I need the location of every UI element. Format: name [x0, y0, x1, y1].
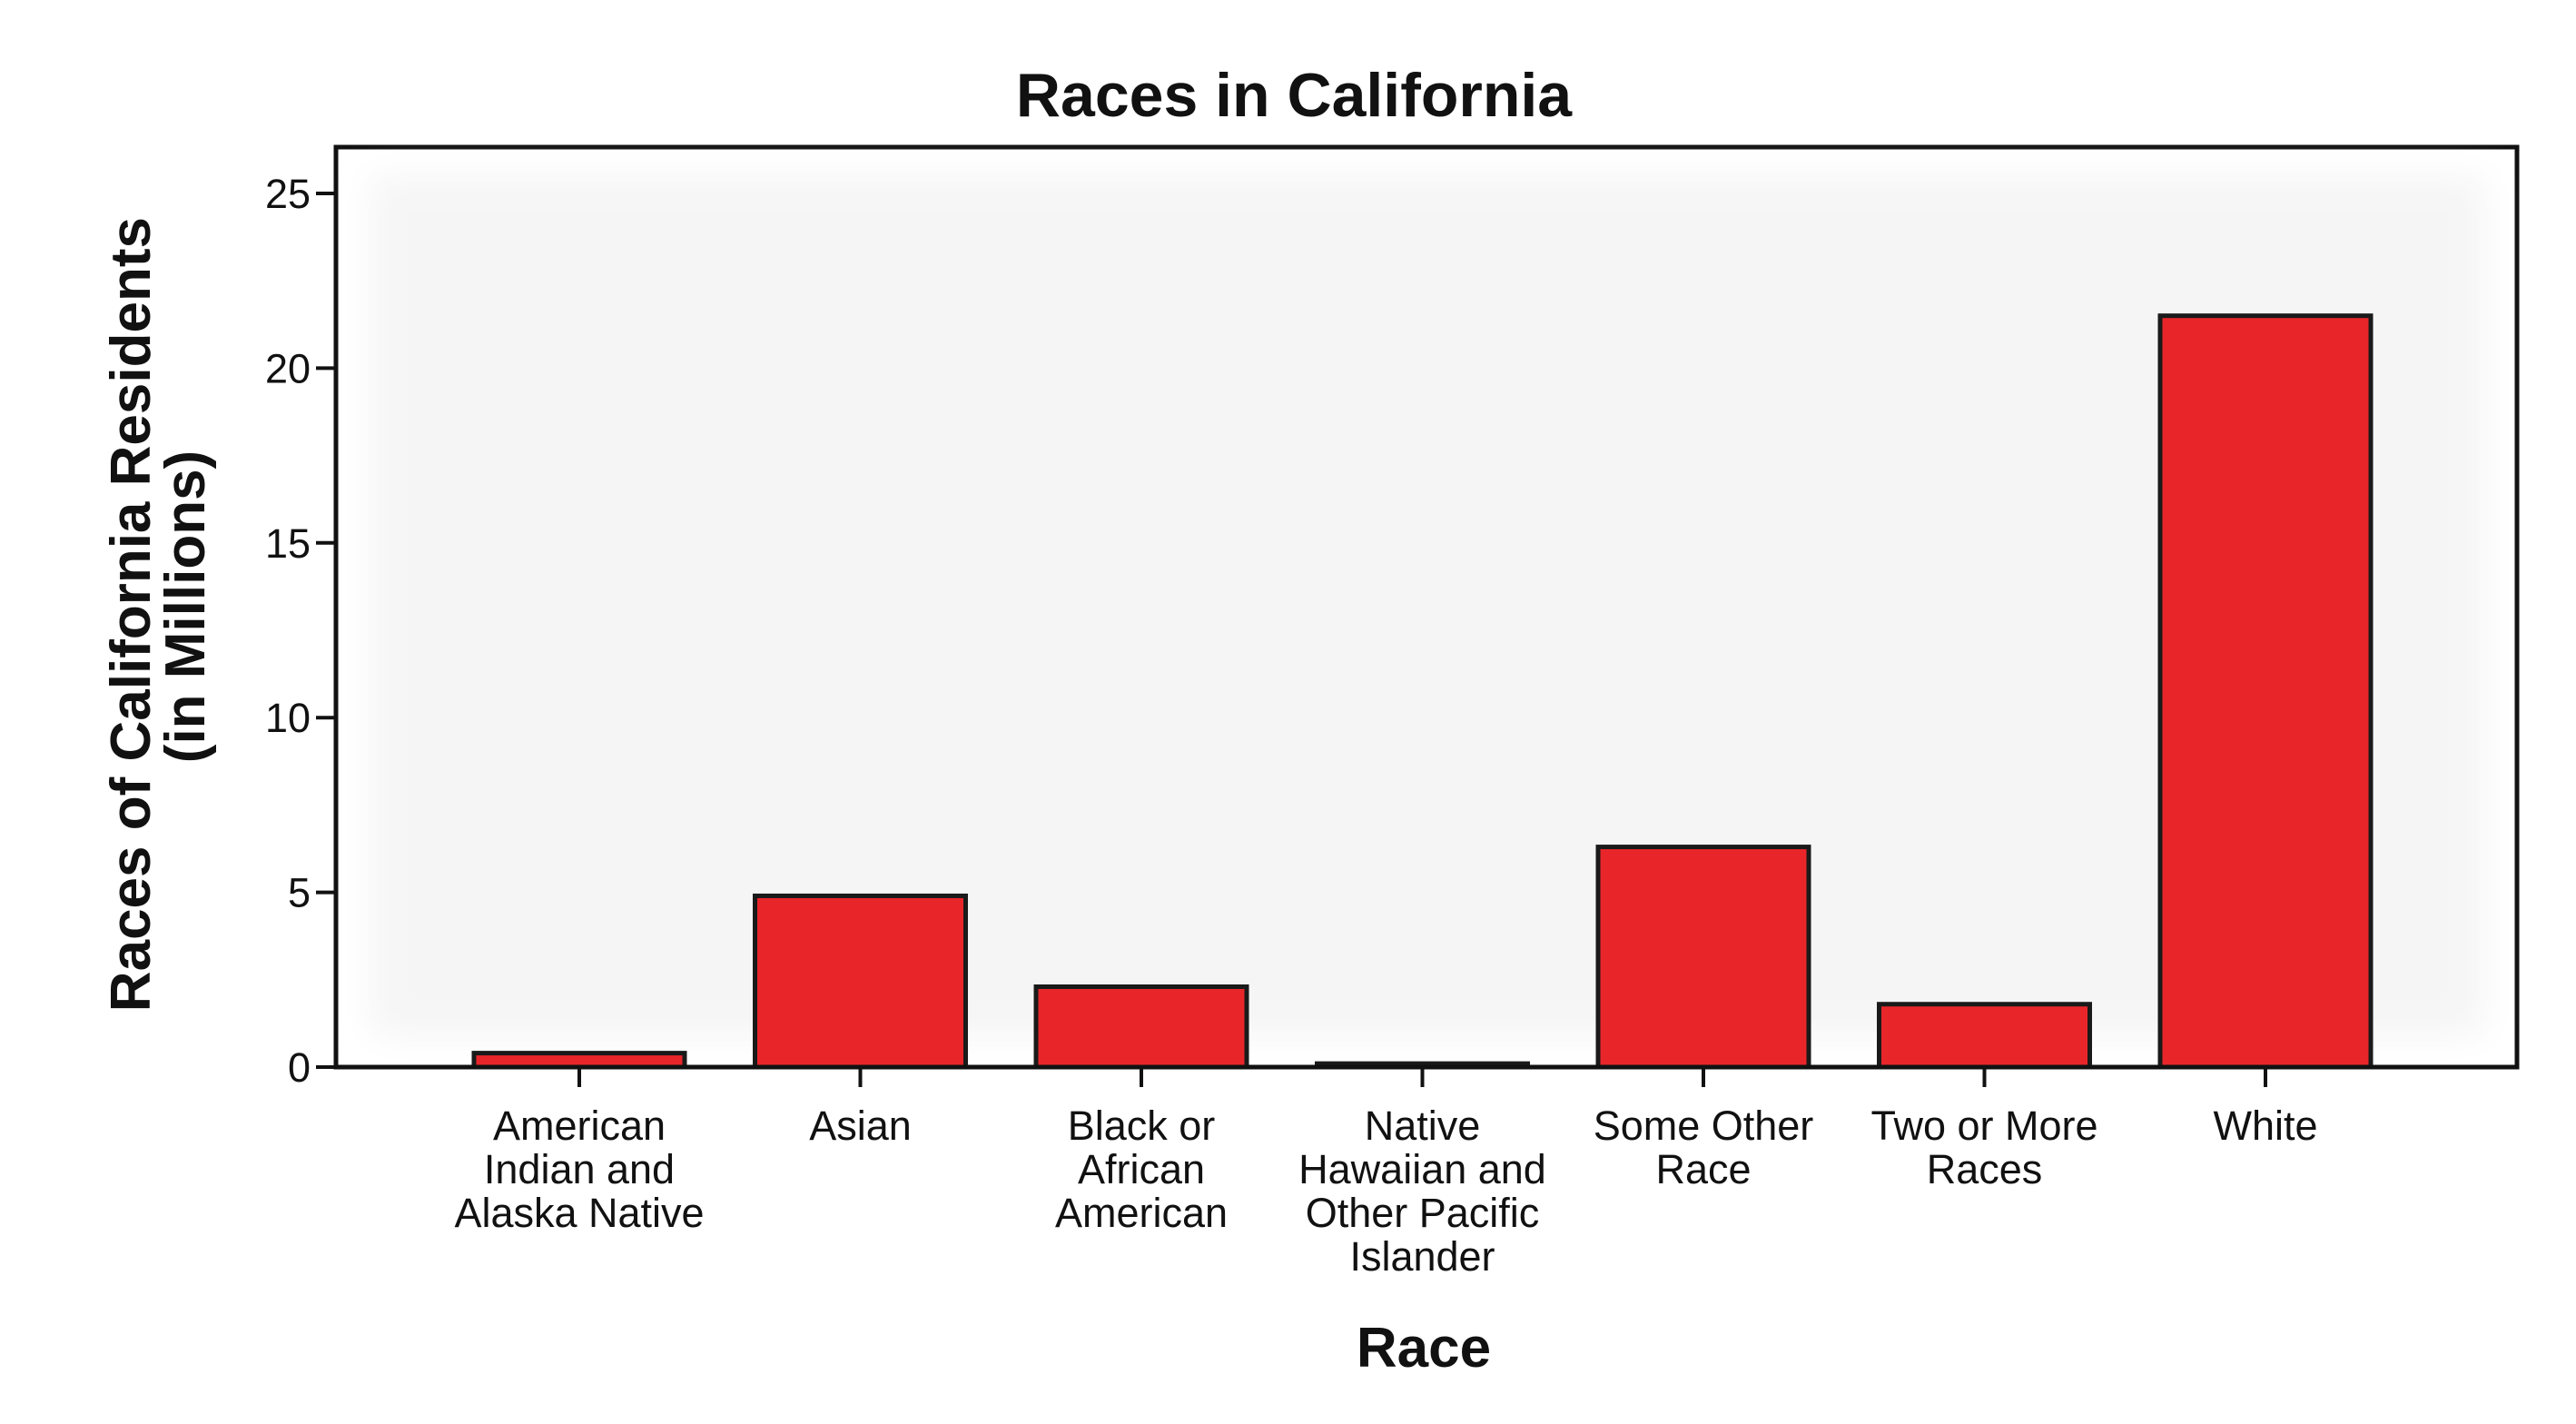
- x-tick-label-line: White: [2213, 1103, 2317, 1149]
- x-tick-label: Asian: [809, 1103, 912, 1149]
- x-tick-label-line: Other Pacific: [1306, 1190, 1540, 1236]
- y-axis-title-line: Races of California Residents: [100, 217, 163, 1012]
- x-tick-label-line: Native: [1365, 1103, 1481, 1149]
- y-tick-label: 20: [265, 345, 311, 391]
- y-axis-title: Races of California Residents (in Millio…: [100, 202, 217, 1012]
- x-tick-label: Some Other Race: [1594, 1103, 1814, 1192]
- x-tick-label-line: Alaska Native: [454, 1190, 704, 1236]
- x-tick-label-line: African: [1078, 1146, 1205, 1192]
- x-tick-label-line: Indian and: [484, 1146, 675, 1192]
- x-tick-label: Native Hawaiian and Other Pacific Islander: [1298, 1103, 1546, 1280]
- y-axis-ticks: 0 5 10 15 20 25: [265, 171, 336, 1091]
- x-tick-label: Black or African American: [1055, 1103, 1228, 1236]
- x-tick-label-line: Islander: [1349, 1233, 1495, 1280]
- x-tick-label-line: Black or: [1068, 1103, 1216, 1149]
- bar: [2157, 313, 2374, 1070]
- chart-title: Races in California: [1016, 61, 1573, 130]
- x-tick-label-line: Asian: [809, 1103, 912, 1149]
- x-tick-label-line: Some Other: [1594, 1103, 1814, 1149]
- x-tick-label-line: Race: [1655, 1146, 1751, 1192]
- x-tick-label: Two or More Races: [1870, 1103, 2097, 1192]
- y-tick-label: 5: [288, 870, 311, 916]
- x-tick-label-line: Races: [1927, 1146, 2043, 1192]
- bar: [1877, 1002, 2092, 1070]
- x-axis-ticks: [336, 1064, 2517, 1087]
- y-tick-label: 10: [265, 695, 311, 741]
- x-tick-label: American Indian and Alaska Native: [454, 1103, 704, 1236]
- x-tick-label-line: American: [493, 1103, 666, 1149]
- x-tick-label-line: Two or More: [1870, 1103, 2097, 1149]
- bar: [1595, 845, 1811, 1070]
- bars: [471, 313, 2374, 1070]
- y-tick-label: 15: [265, 520, 311, 567]
- bar: [753, 893, 968, 1070]
- bar: [1033, 984, 1249, 1070]
- y-tick-label: 0: [288, 1044, 311, 1091]
- y-tick-label: 25: [265, 171, 311, 217]
- y-axis-title-line: (in Millions): [154, 450, 217, 763]
- x-axis-title: Race: [1357, 1317, 1491, 1380]
- x-tick-label-line: American: [1055, 1190, 1228, 1236]
- plot-area: [333, 144, 2520, 1070]
- x-tick-label: White: [2213, 1103, 2317, 1149]
- x-tick-label-line: Hawaiian and: [1298, 1146, 1546, 1192]
